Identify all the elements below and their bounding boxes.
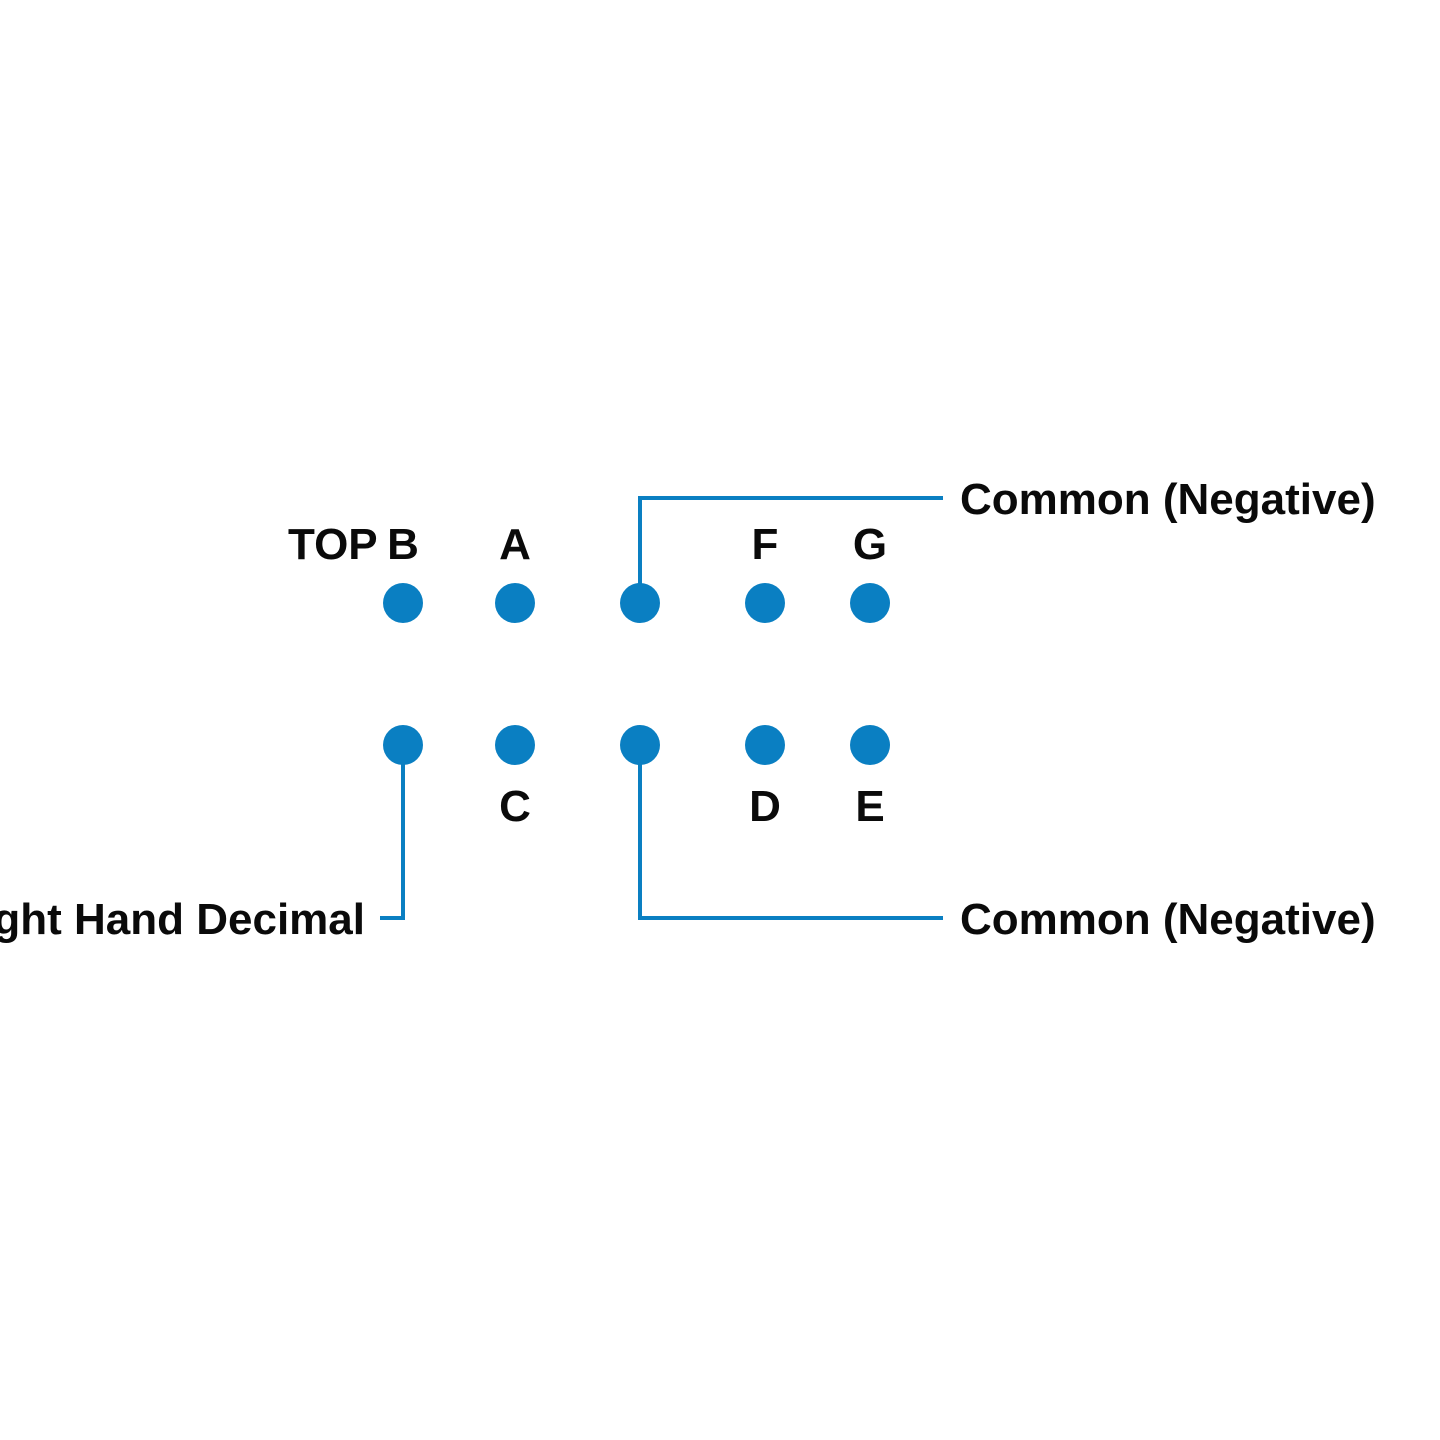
pin-f bbox=[745, 583, 785, 623]
label-right-hand-decimal: Right Hand Decimal bbox=[0, 895, 365, 945]
label-b: B bbox=[387, 520, 419, 570]
label-c: C bbox=[499, 782, 531, 832]
label-d: D bbox=[749, 782, 781, 832]
pinout-diagram: TOPB A F G C D E Common (Negative) Common (Negat… bbox=[0, 0, 1440, 1440]
pin-d bbox=[745, 725, 785, 765]
label-f: F bbox=[752, 520, 779, 570]
label-common-neg-bottom: Common (Negative) bbox=[960, 895, 1376, 945]
pin-rhd bbox=[383, 725, 423, 765]
connector-rhd bbox=[380, 761, 403, 918]
pin-e bbox=[850, 725, 890, 765]
label-top: TOP bbox=[288, 520, 378, 570]
connectors-svg bbox=[0, 0, 1440, 1440]
pin-g bbox=[850, 583, 890, 623]
connector-common-bottom bbox=[640, 761, 943, 918]
pin-c bbox=[495, 725, 535, 765]
label-common-neg-top: Common (Negative) bbox=[960, 475, 1376, 525]
pin-common-bottom bbox=[620, 725, 660, 765]
label-e: E bbox=[855, 782, 884, 832]
label-a: A bbox=[499, 520, 531, 570]
label-g: G bbox=[853, 520, 887, 570]
pin-a bbox=[495, 583, 535, 623]
pin-common-top bbox=[620, 583, 660, 623]
connector-common-top bbox=[640, 498, 943, 587]
pin-b bbox=[383, 583, 423, 623]
